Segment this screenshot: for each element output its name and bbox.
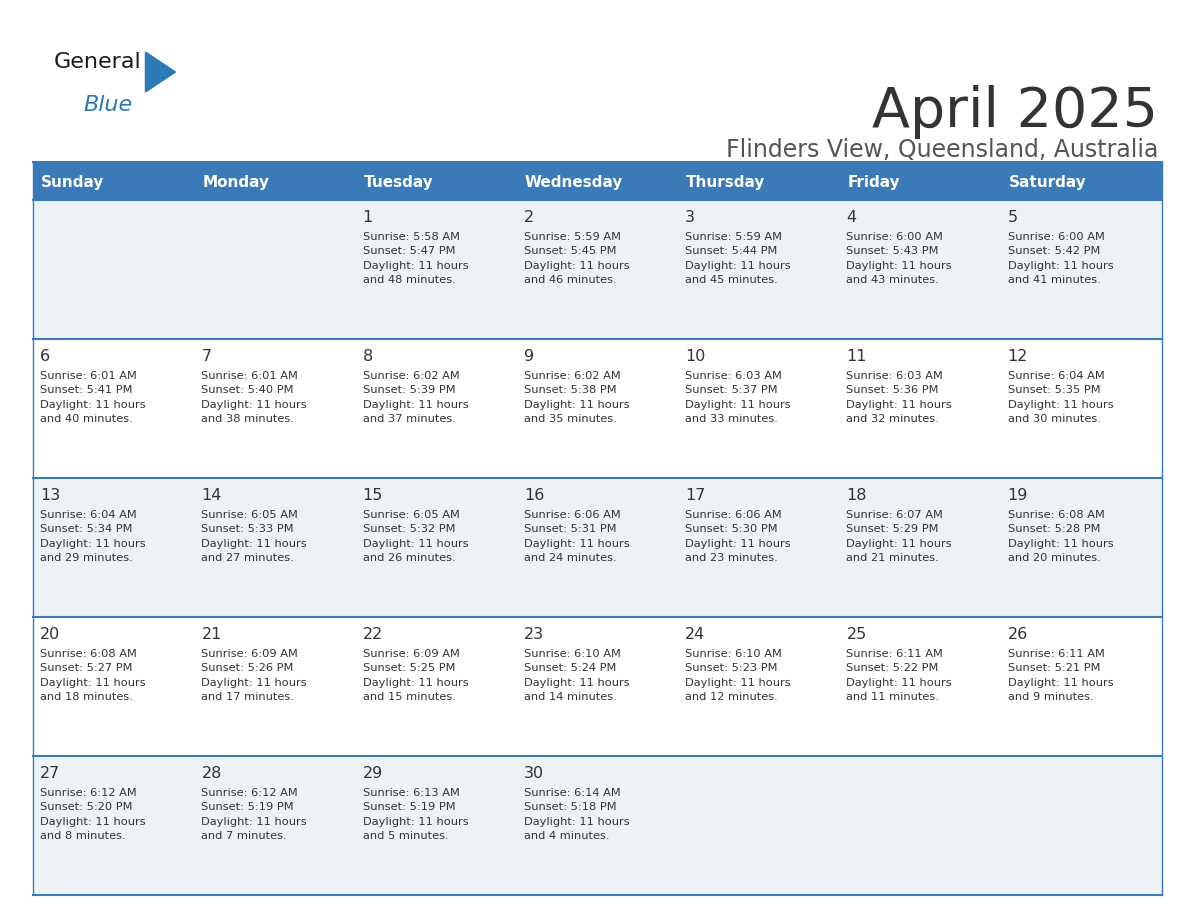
Text: 11: 11 (846, 349, 867, 364)
Text: Sunrise: 6:03 AM
Sunset: 5:37 PM
Daylight: 11 hours
and 33 minutes.: Sunrise: 6:03 AM Sunset: 5:37 PM Dayligh… (685, 371, 791, 424)
Bar (355, 162, 517, 200)
Text: Sunrise: 6:04 AM
Sunset: 5:35 PM
Daylight: 11 hours
and 30 minutes.: Sunrise: 6:04 AM Sunset: 5:35 PM Dayligh… (1007, 371, 1113, 424)
Bar (840, 162, 1000, 200)
Text: 9: 9 (524, 349, 535, 364)
Text: Wednesday: Wednesday (525, 174, 624, 189)
Bar (33, 339, 1162, 478)
Text: 23: 23 (524, 627, 544, 642)
Text: General: General (53, 52, 141, 72)
Text: Thursday: Thursday (687, 174, 765, 189)
Text: Sunrise: 6:01 AM
Sunset: 5:41 PM
Daylight: 11 hours
and 40 minutes.: Sunrise: 6:01 AM Sunset: 5:41 PM Dayligh… (40, 371, 146, 424)
Bar (678, 162, 840, 200)
Text: Tuesday: Tuesday (364, 174, 434, 189)
Text: 29: 29 (362, 766, 383, 781)
Text: 24: 24 (685, 627, 706, 642)
Text: Sunrise: 6:12 AM
Sunset: 5:20 PM
Daylight: 11 hours
and 8 minutes.: Sunrise: 6:12 AM Sunset: 5:20 PM Dayligh… (40, 788, 146, 841)
Text: 16: 16 (524, 488, 544, 503)
Text: 12: 12 (1007, 349, 1028, 364)
Text: Sunrise: 6:04 AM
Sunset: 5:34 PM
Daylight: 11 hours
and 29 minutes.: Sunrise: 6:04 AM Sunset: 5:34 PM Dayligh… (40, 510, 146, 564)
Text: Sunrise: 5:59 AM
Sunset: 5:44 PM
Daylight: 11 hours
and 45 minutes.: Sunrise: 5:59 AM Sunset: 5:44 PM Dayligh… (685, 232, 791, 285)
Text: April 2025: April 2025 (872, 85, 1158, 139)
Text: Sunrise: 6:13 AM
Sunset: 5:19 PM
Daylight: 11 hours
and 5 minutes.: Sunrise: 6:13 AM Sunset: 5:19 PM Dayligh… (362, 788, 468, 841)
Text: 27: 27 (40, 766, 61, 781)
Text: Friday: Friday (847, 174, 901, 189)
Text: 21: 21 (202, 627, 222, 642)
Text: Sunrise: 6:05 AM
Sunset: 5:33 PM
Daylight: 11 hours
and 27 minutes.: Sunrise: 6:05 AM Sunset: 5:33 PM Dayligh… (202, 510, 308, 564)
Text: 30: 30 (524, 766, 544, 781)
Text: 17: 17 (685, 488, 706, 503)
Text: 22: 22 (362, 627, 383, 642)
Bar (33, 617, 1162, 756)
Text: 14: 14 (202, 488, 222, 503)
Text: Flinders View, Queensland, Australia: Flinders View, Queensland, Australia (726, 138, 1158, 162)
Text: Sunrise: 6:05 AM
Sunset: 5:32 PM
Daylight: 11 hours
and 26 minutes.: Sunrise: 6:05 AM Sunset: 5:32 PM Dayligh… (362, 510, 468, 564)
Text: Sunrise: 6:02 AM
Sunset: 5:39 PM
Daylight: 11 hours
and 37 minutes.: Sunrise: 6:02 AM Sunset: 5:39 PM Dayligh… (362, 371, 468, 424)
Text: 5: 5 (1007, 210, 1018, 225)
Text: Sunrise: 6:11 AM
Sunset: 5:22 PM
Daylight: 11 hours
and 11 minutes.: Sunrise: 6:11 AM Sunset: 5:22 PM Dayligh… (846, 649, 952, 702)
Text: Sunrise: 6:08 AM
Sunset: 5:28 PM
Daylight: 11 hours
and 20 minutes.: Sunrise: 6:08 AM Sunset: 5:28 PM Dayligh… (1007, 510, 1113, 564)
Text: Sunrise: 5:59 AM
Sunset: 5:45 PM
Daylight: 11 hours
and 46 minutes.: Sunrise: 5:59 AM Sunset: 5:45 PM Dayligh… (524, 232, 630, 285)
Text: 10: 10 (685, 349, 706, 364)
Text: 15: 15 (362, 488, 383, 503)
Text: 18: 18 (846, 488, 867, 503)
Text: Sunrise: 6:00 AM
Sunset: 5:42 PM
Daylight: 11 hours
and 41 minutes.: Sunrise: 6:00 AM Sunset: 5:42 PM Dayligh… (1007, 232, 1113, 285)
Text: Sunrise: 6:08 AM
Sunset: 5:27 PM
Daylight: 11 hours
and 18 minutes.: Sunrise: 6:08 AM Sunset: 5:27 PM Dayligh… (40, 649, 146, 702)
Text: Sunrise: 6:09 AM
Sunset: 5:25 PM
Daylight: 11 hours
and 15 minutes.: Sunrise: 6:09 AM Sunset: 5:25 PM Dayligh… (362, 649, 468, 702)
Polygon shape (145, 52, 176, 92)
Text: 25: 25 (846, 627, 867, 642)
Text: 1: 1 (362, 210, 373, 225)
Bar (33, 478, 1162, 617)
Bar (33, 200, 1162, 339)
Text: Sunrise: 6:06 AM
Sunset: 5:30 PM
Daylight: 11 hours
and 23 minutes.: Sunrise: 6:06 AM Sunset: 5:30 PM Dayligh… (685, 510, 791, 564)
Text: 13: 13 (40, 488, 61, 503)
Text: 3: 3 (685, 210, 695, 225)
Text: 28: 28 (202, 766, 222, 781)
Text: Sunrise: 6:03 AM
Sunset: 5:36 PM
Daylight: 11 hours
and 32 minutes.: Sunrise: 6:03 AM Sunset: 5:36 PM Dayligh… (846, 371, 952, 424)
Text: 7: 7 (202, 349, 211, 364)
Text: Sunrise: 6:10 AM
Sunset: 5:23 PM
Daylight: 11 hours
and 12 minutes.: Sunrise: 6:10 AM Sunset: 5:23 PM Dayligh… (685, 649, 791, 702)
Text: Sunday: Sunday (42, 174, 105, 189)
Text: 8: 8 (362, 349, 373, 364)
Text: Sunrise: 5:58 AM
Sunset: 5:47 PM
Daylight: 11 hours
and 48 minutes.: Sunrise: 5:58 AM Sunset: 5:47 PM Dayligh… (362, 232, 468, 285)
Text: Sunrise: 6:14 AM
Sunset: 5:18 PM
Daylight: 11 hours
and 4 minutes.: Sunrise: 6:14 AM Sunset: 5:18 PM Dayligh… (524, 788, 630, 841)
Text: Sunrise: 6:11 AM
Sunset: 5:21 PM
Daylight: 11 hours
and 9 minutes.: Sunrise: 6:11 AM Sunset: 5:21 PM Dayligh… (1007, 649, 1113, 702)
Text: 19: 19 (1007, 488, 1028, 503)
Text: 26: 26 (1007, 627, 1028, 642)
Text: Sunrise: 6:10 AM
Sunset: 5:24 PM
Daylight: 11 hours
and 14 minutes.: Sunrise: 6:10 AM Sunset: 5:24 PM Dayligh… (524, 649, 630, 702)
Text: Sunrise: 6:09 AM
Sunset: 5:26 PM
Daylight: 11 hours
and 17 minutes.: Sunrise: 6:09 AM Sunset: 5:26 PM Dayligh… (202, 649, 308, 702)
Text: Saturday: Saturday (1009, 174, 1086, 189)
Text: Sunrise: 6:06 AM
Sunset: 5:31 PM
Daylight: 11 hours
and 24 minutes.: Sunrise: 6:06 AM Sunset: 5:31 PM Dayligh… (524, 510, 630, 564)
Text: 20: 20 (40, 627, 61, 642)
Text: Sunrise: 6:07 AM
Sunset: 5:29 PM
Daylight: 11 hours
and 21 minutes.: Sunrise: 6:07 AM Sunset: 5:29 PM Dayligh… (846, 510, 952, 564)
Text: Sunrise: 6:01 AM
Sunset: 5:40 PM
Daylight: 11 hours
and 38 minutes.: Sunrise: 6:01 AM Sunset: 5:40 PM Dayligh… (202, 371, 308, 424)
Text: 4: 4 (846, 210, 857, 225)
Bar (33, 756, 1162, 895)
Bar (1000, 162, 1162, 200)
Bar (517, 162, 678, 200)
Text: Sunrise: 6:12 AM
Sunset: 5:19 PM
Daylight: 11 hours
and 7 minutes.: Sunrise: 6:12 AM Sunset: 5:19 PM Dayligh… (202, 788, 308, 841)
Text: 2: 2 (524, 210, 535, 225)
Bar (33, 162, 195, 200)
Bar (195, 162, 355, 200)
Text: Sunrise: 6:00 AM
Sunset: 5:43 PM
Daylight: 11 hours
and 43 minutes.: Sunrise: 6:00 AM Sunset: 5:43 PM Dayligh… (846, 232, 952, 285)
Text: Sunrise: 6:02 AM
Sunset: 5:38 PM
Daylight: 11 hours
and 35 minutes.: Sunrise: 6:02 AM Sunset: 5:38 PM Dayligh… (524, 371, 630, 424)
Text: Monday: Monday (202, 174, 270, 189)
Text: 6: 6 (40, 349, 50, 364)
Text: Blue: Blue (83, 95, 133, 115)
